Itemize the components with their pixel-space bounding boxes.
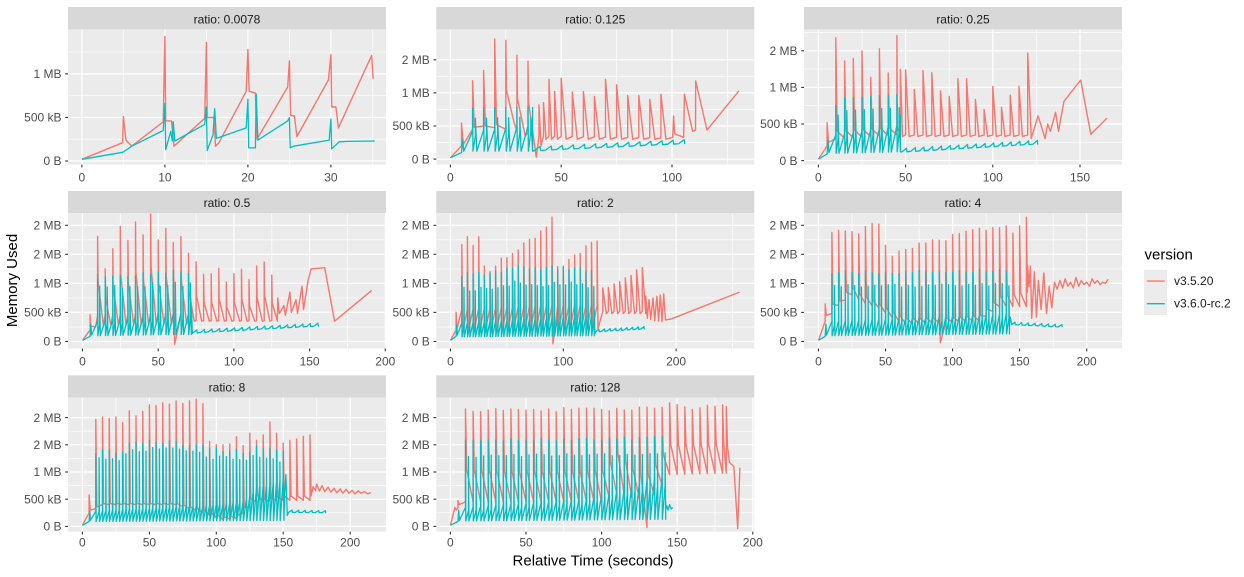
svg-text:1 MB: 1 MB bbox=[33, 277, 61, 291]
svg-text:ratio: 0.25: ratio: 0.25 bbox=[936, 12, 990, 26]
svg-text:0: 0 bbox=[79, 171, 86, 185]
svg-text:2 MB: 2 MB bbox=[402, 219, 430, 233]
svg-text:20: 20 bbox=[241, 171, 255, 185]
svg-text:500 kB: 500 kB bbox=[24, 111, 61, 125]
svg-text:ratio: 2: ratio: 2 bbox=[577, 196, 614, 210]
svg-text:2 MB: 2 MB bbox=[402, 438, 430, 452]
svg-text:0 B: 0 B bbox=[779, 335, 797, 349]
svg-text:0 B: 0 B bbox=[43, 335, 61, 349]
svg-text:100: 100 bbox=[943, 355, 963, 369]
svg-text:2 MB: 2 MB bbox=[769, 248, 797, 262]
svg-text:150: 150 bbox=[667, 536, 687, 550]
svg-text:200: 200 bbox=[1077, 355, 1097, 369]
svg-text:100: 100 bbox=[662, 171, 682, 185]
svg-text:0 B: 0 B bbox=[412, 520, 430, 534]
svg-text:500 kB: 500 kB bbox=[392, 492, 429, 506]
svg-text:0: 0 bbox=[815, 355, 822, 369]
svg-text:ratio: 0.0078: ratio: 0.0078 bbox=[194, 12, 261, 26]
svg-text:ratio: 0.5: ratio: 0.5 bbox=[204, 196, 251, 210]
svg-text:2 MB: 2 MB bbox=[769, 44, 797, 58]
svg-text:500 kB: 500 kB bbox=[760, 306, 797, 320]
svg-text:0 B: 0 B bbox=[412, 152, 430, 166]
svg-text:ratio: 128: ratio: 128 bbox=[570, 381, 620, 395]
svg-text:200: 200 bbox=[743, 536, 763, 550]
svg-text:0: 0 bbox=[447, 536, 454, 550]
svg-text:0 B: 0 B bbox=[779, 154, 797, 168]
svg-text:500 kB: 500 kB bbox=[760, 117, 797, 131]
svg-text:50: 50 bbox=[879, 355, 893, 369]
svg-text:0 B: 0 B bbox=[43, 154, 61, 168]
svg-text:1 MB: 1 MB bbox=[402, 277, 430, 291]
svg-text:150: 150 bbox=[300, 355, 320, 369]
svg-text:150: 150 bbox=[273, 536, 293, 550]
svg-text:2 MB: 2 MB bbox=[33, 248, 61, 262]
svg-text:500 kB: 500 kB bbox=[392, 306, 429, 320]
svg-text:100: 100 bbox=[983, 171, 1003, 185]
svg-text:100: 100 bbox=[206, 536, 226, 550]
svg-text:200: 200 bbox=[666, 355, 686, 369]
svg-text:2 MB: 2 MB bbox=[402, 53, 430, 67]
svg-text:1 MB: 1 MB bbox=[33, 67, 61, 81]
svg-text:1 MB: 1 MB bbox=[402, 465, 430, 479]
svg-text:2 MB: 2 MB bbox=[33, 411, 61, 425]
svg-text:2 MB: 2 MB bbox=[402, 248, 430, 262]
svg-text:200: 200 bbox=[375, 355, 395, 369]
svg-text:0: 0 bbox=[815, 171, 822, 185]
svg-text:0 B: 0 B bbox=[412, 335, 430, 349]
svg-text:0: 0 bbox=[447, 355, 454, 369]
svg-text:Memory Used: Memory Used bbox=[4, 234, 21, 327]
svg-text:ratio: 8: ratio: 8 bbox=[209, 381, 246, 395]
svg-text:0 B: 0 B bbox=[43, 520, 61, 534]
svg-text:0: 0 bbox=[447, 171, 454, 185]
svg-text:150: 150 bbox=[1010, 355, 1030, 369]
svg-text:30: 30 bbox=[324, 171, 338, 185]
svg-text:1 MB: 1 MB bbox=[33, 465, 61, 479]
svg-text:2 MB: 2 MB bbox=[33, 438, 61, 452]
svg-text:1 MB: 1 MB bbox=[769, 277, 797, 291]
svg-text:v3.5.20: v3.5.20 bbox=[1174, 274, 1214, 288]
svg-text:10: 10 bbox=[158, 171, 172, 185]
svg-text:500 kB: 500 kB bbox=[24, 306, 61, 320]
svg-text:1 MB: 1 MB bbox=[402, 86, 430, 100]
svg-text:0: 0 bbox=[79, 536, 86, 550]
svg-text:Relative Time (seconds): Relative Time (seconds) bbox=[513, 553, 674, 570]
svg-text:version: version bbox=[1145, 246, 1193, 263]
svg-text:0: 0 bbox=[79, 355, 86, 369]
svg-text:150: 150 bbox=[1070, 171, 1090, 185]
svg-text:50: 50 bbox=[143, 536, 157, 550]
svg-text:ratio: 0.125: ratio: 0.125 bbox=[565, 12, 625, 26]
svg-text:50: 50 bbox=[899, 171, 913, 185]
svg-text:200: 200 bbox=[340, 536, 360, 550]
svg-text:100: 100 bbox=[553, 355, 573, 369]
svg-text:50: 50 bbox=[555, 171, 569, 185]
svg-text:500 kB: 500 kB bbox=[392, 119, 429, 133]
svg-text:2 MB: 2 MB bbox=[769, 219, 797, 233]
svg-text:2 MB: 2 MB bbox=[33, 219, 61, 233]
svg-text:1 MB: 1 MB bbox=[769, 81, 797, 95]
svg-text:2 MB: 2 MB bbox=[402, 411, 430, 425]
svg-text:100: 100 bbox=[592, 536, 612, 550]
svg-text:100: 100 bbox=[224, 355, 244, 369]
svg-text:v3.6.0-rc.2: v3.6.0-rc.2 bbox=[1174, 297, 1231, 311]
svg-text:50: 50 bbox=[152, 355, 166, 369]
svg-text:50: 50 bbox=[519, 536, 533, 550]
svg-text:500 kB: 500 kB bbox=[24, 492, 61, 506]
svg-text:ratio: 4: ratio: 4 bbox=[945, 196, 982, 210]
